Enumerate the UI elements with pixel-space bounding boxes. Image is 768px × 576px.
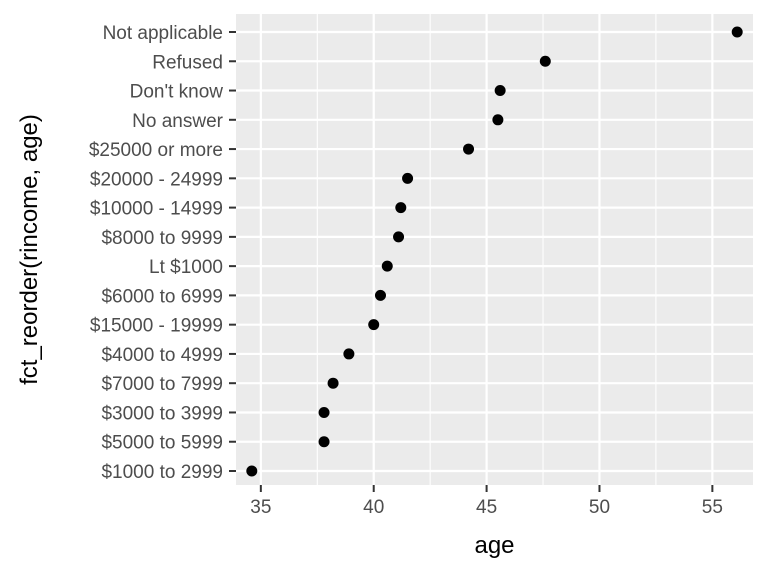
y-tick-label: Refused [152,52,223,73]
x-tick-label: 40 [363,497,384,518]
y-tick-label: $5000 to 5999 [101,433,223,454]
data-point [539,55,551,67]
data-point [402,172,414,184]
y-tick-label: $7000 to 7999 [101,374,223,395]
y-tick-label: Not applicable [103,23,223,44]
y-tick-label: $4000 to 4999 [101,345,223,366]
data-point [395,202,407,214]
y-tick-label: $10000 - 14999 [90,199,223,220]
y-tick-label: Lt $1000 [149,257,223,278]
data-point [318,436,330,448]
data-point [374,289,386,301]
x-axis-ticks: 35 40 45 50 55 [250,485,723,518]
plot-panel [236,14,753,485]
y-tick-label: $20000 - 24999 [90,169,223,190]
data-point [368,319,380,331]
data-point [327,377,339,389]
data-point [381,260,393,272]
y-tick-label: $1000 to 2999 [101,462,223,483]
x-axis-title: age [474,532,514,559]
data-point [731,26,743,38]
y-tick-label: $8000 to 9999 [101,228,223,249]
data-point [393,231,405,243]
data-point [343,348,355,360]
x-tick-label: 50 [589,497,610,518]
x-tick-label: 35 [250,497,271,518]
y-axis-ticks: $1000 to 2999 $5000 to 5999 $3000 to 3999 $… [89,23,236,483]
x-tick-label: 55 [702,497,723,518]
y-tick-label: $3000 to 3999 [101,403,223,424]
y-tick-label: No answer [132,111,223,132]
x-tick-label: 45 [476,497,497,518]
data-point [246,465,258,477]
y-tick-label: $15000 - 19999 [90,316,223,337]
data-points [246,26,743,477]
y-tick-label: $6000 to 6999 [101,286,223,307]
y-tick-label: $25000 or more [89,140,223,161]
data-point [463,143,475,155]
y-tick-label: Don't know [130,82,224,103]
data-point [318,406,330,418]
y-axis-title: fct_reorder(rincome, age) [16,114,43,385]
data-point [492,114,504,126]
data-point [494,85,506,97]
